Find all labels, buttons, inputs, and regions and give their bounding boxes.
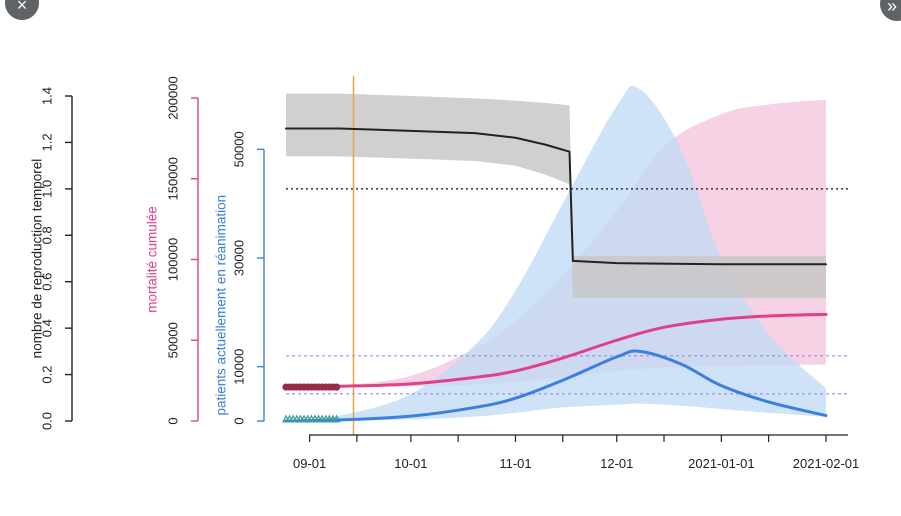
x-tick-label: 2021-02-01: [793, 456, 860, 471]
icu-line: [284, 349, 828, 423]
rt-tick-label: 0.4: [39, 319, 54, 337]
mortality-tick-label: 50000: [165, 322, 180, 358]
rt-tick-label: 1.2: [39, 133, 54, 151]
rt-tick-label: 1.0: [39, 180, 54, 198]
x-tick-label: 2021-01-01: [688, 456, 755, 471]
mortality-tick-label: 0: [165, 417, 180, 424]
next-icon[interactable]: »: [880, 0, 901, 21]
icu-tick-label: 10000: [231, 349, 246, 385]
icu-tick-label: 30000: [231, 240, 246, 276]
x-tick-label: 11-01: [499, 456, 531, 471]
icu-axis-label: patients actuellement en réanimation: [214, 195, 229, 416]
rt-tick-label: 0.2: [39, 366, 54, 384]
close-icon[interactable]: ×: [5, 0, 39, 20]
x-tick-label: 10-01: [394, 456, 427, 471]
observed-icu-point: [332, 414, 341, 423]
axes: 0.0 0.2 0.4 0.6 0.8 1.0 1.2 1.4 nombre de reprod…: [30, 76, 860, 471]
mortality-tick-label: 150000: [165, 157, 180, 200]
mortality-line: [284, 312, 828, 389]
rt-tick-label: 0.8: [39, 226, 54, 244]
rt-tick-label: 1.4: [39, 87, 54, 105]
x-tick-label: 12-01: [600, 456, 633, 471]
series-lines: [284, 127, 828, 423]
icu-tick-label: 0: [231, 417, 246, 424]
mortality-tick-label: 200000: [165, 76, 180, 119]
x-tick-label: 09-01: [293, 456, 326, 471]
reference-lines: [286, 76, 848, 435]
uncertainty-bands: [286, 85, 826, 422]
mortality-tick-label: 100000: [165, 238, 180, 281]
observed-mortality-point: [333, 383, 341, 391]
icu-tick-label: 50000: [231, 131, 246, 167]
rt-line: [285, 127, 827, 266]
rt-tick-label: 0.6: [39, 273, 54, 291]
icu-uncertainty-band: [286, 85, 826, 422]
rt-axis-label: nombre de reproduction temporel: [30, 159, 45, 359]
rt-tick-label: 0.0: [39, 412, 54, 430]
mortality-axis-label: mortalité cumulée: [145, 206, 160, 313]
rt-uncertainty-band: [286, 93, 826, 298]
observed-points: [282, 383, 341, 423]
